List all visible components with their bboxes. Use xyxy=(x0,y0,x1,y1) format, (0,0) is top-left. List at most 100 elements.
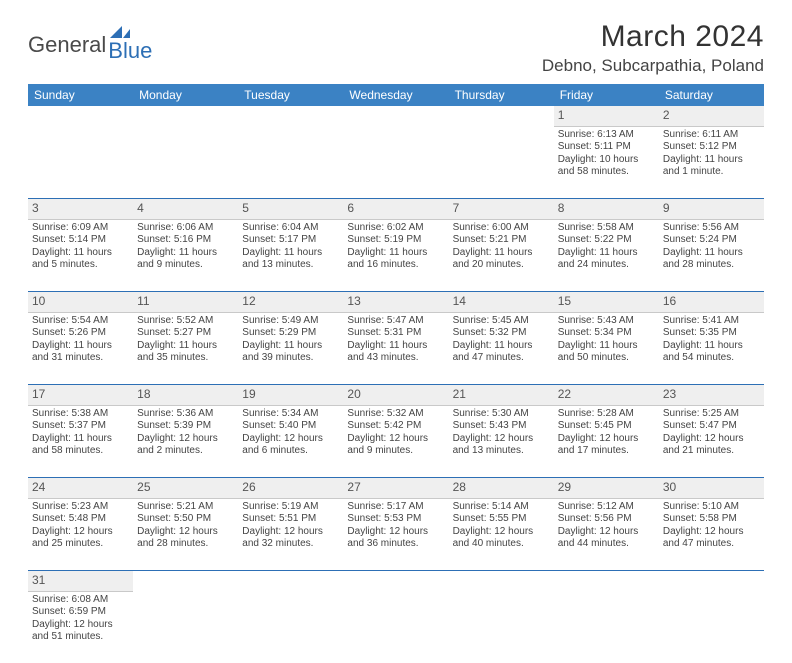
day-cell: Sunrise: 5:45 AMSunset: 5:32 PMDaylight:… xyxy=(449,312,554,384)
daylight-text: and 24 minutes. xyxy=(558,259,655,272)
sunrise-text: Sunrise: 6:06 AM xyxy=(137,222,234,235)
daylight-text: Daylight: 12 hours xyxy=(32,526,129,539)
sunset-text: Sunset: 5:14 PM xyxy=(32,234,129,247)
logo-text-general: General xyxy=(28,32,106,58)
day-number: 20 xyxy=(347,387,360,401)
daylight-text: Daylight: 12 hours xyxy=(453,433,550,446)
day-number: 22 xyxy=(558,387,571,401)
sunrise-text: Sunrise: 6:02 AM xyxy=(347,222,444,235)
day-number: 29 xyxy=(558,480,571,494)
daylight-text: and 6 minutes. xyxy=(242,445,339,458)
sunset-text: Sunset: 5:16 PM xyxy=(137,234,234,247)
day-number: 23 xyxy=(663,387,676,401)
calendar-table: Sunday Monday Tuesday Wednesday Thursday… xyxy=(28,84,764,663)
daylight-text: and 28 minutes. xyxy=(663,259,760,272)
day-cell: Sunrise: 5:36 AMSunset: 5:39 PMDaylight:… xyxy=(133,405,238,477)
day-number-cell xyxy=(554,571,659,592)
daylight-text: and 16 minutes. xyxy=(347,259,444,272)
day-cell xyxy=(449,126,554,198)
col-sunday: Sunday xyxy=(28,84,133,106)
title-block: March 2024 Debno, Subcarpathia, Poland xyxy=(542,20,764,76)
daylight-text: Daylight: 11 hours xyxy=(347,247,444,260)
day-number: 9 xyxy=(663,201,670,215)
day-number-cell: 3 xyxy=(28,199,133,220)
day-cell xyxy=(659,591,764,663)
day-cell: Sunrise: 5:17 AMSunset: 5:53 PMDaylight:… xyxy=(343,498,448,570)
day-number-cell xyxy=(133,571,238,592)
sunset-text: Sunset: 5:37 PM xyxy=(32,420,129,433)
daylight-text: Daylight: 12 hours xyxy=(663,526,760,539)
daylight-text: Daylight: 12 hours xyxy=(32,619,129,632)
day-number: 27 xyxy=(347,480,360,494)
sunset-text: Sunset: 5:35 PM xyxy=(663,327,760,340)
daynum-row: 10111213141516 xyxy=(28,292,764,313)
sunrise-text: Sunrise: 5:34 AM xyxy=(242,408,339,421)
day-cell: Sunrise: 5:49 AMSunset: 5:29 PMDaylight:… xyxy=(238,312,343,384)
day-cell: Sunrise: 5:47 AMSunset: 5:31 PMDaylight:… xyxy=(343,312,448,384)
day-number: 7 xyxy=(453,201,460,215)
daynum-row: 12 xyxy=(28,106,764,126)
sunset-text: Sunset: 5:53 PM xyxy=(347,513,444,526)
day-cell: Sunrise: 5:12 AMSunset: 5:56 PMDaylight:… xyxy=(554,498,659,570)
daylight-text: Daylight: 10 hours xyxy=(558,154,655,167)
sunrise-text: Sunrise: 5:30 AM xyxy=(453,408,550,421)
daylight-text: and 35 minutes. xyxy=(137,352,234,365)
sunset-text: Sunset: 5:22 PM xyxy=(558,234,655,247)
day-cell: Sunrise: 5:32 AMSunset: 5:42 PMDaylight:… xyxy=(343,405,448,477)
daylight-text: and 5 minutes. xyxy=(32,259,129,272)
sunrise-text: Sunrise: 5:23 AM xyxy=(32,501,129,514)
day-number: 1 xyxy=(558,108,565,122)
sunrise-text: Sunrise: 5:58 AM xyxy=(558,222,655,235)
daylight-text: and 1 minute. xyxy=(663,166,760,179)
weekday-header-row: Sunday Monday Tuesday Wednesday Thursday… xyxy=(28,84,764,106)
sunrise-text: Sunrise: 5:54 AM xyxy=(32,315,129,328)
day-number-cell: 20 xyxy=(343,385,448,406)
sunset-text: Sunset: 5:55 PM xyxy=(453,513,550,526)
sunrise-text: Sunrise: 5:21 AM xyxy=(137,501,234,514)
daynum-row: 3456789 xyxy=(28,199,764,220)
daylight-text: and 40 minutes. xyxy=(453,538,550,551)
daylight-text: Daylight: 12 hours xyxy=(558,433,655,446)
day-number: 15 xyxy=(558,294,571,308)
sunrise-text: Sunrise: 5:12 AM xyxy=(558,501,655,514)
sunset-text: Sunset: 5:27 PM xyxy=(137,327,234,340)
daylight-text: Daylight: 11 hours xyxy=(32,247,129,260)
day-number-cell: 30 xyxy=(659,478,764,499)
daylight-text: and 20 minutes. xyxy=(453,259,550,272)
day-number-cell: 1 xyxy=(554,106,659,126)
daylight-text: Daylight: 12 hours xyxy=(242,433,339,446)
sunset-text: Sunset: 5:50 PM xyxy=(137,513,234,526)
day-number-cell: 19 xyxy=(238,385,343,406)
sunset-text: Sunset: 5:43 PM xyxy=(453,420,550,433)
day-cell: Sunrise: 5:23 AMSunset: 5:48 PMDaylight:… xyxy=(28,498,133,570)
daynum-row: 31 xyxy=(28,571,764,592)
day-number-cell: 16 xyxy=(659,292,764,313)
day-cell: Sunrise: 5:25 AMSunset: 5:47 PMDaylight:… xyxy=(659,405,764,477)
sunset-text: Sunset: 5:45 PM xyxy=(558,420,655,433)
week-row: Sunrise: 6:08 AMSunset: 6:59 PMDaylight:… xyxy=(28,591,764,663)
day-number-cell: 31 xyxy=(28,571,133,592)
day-cell: Sunrise: 5:54 AMSunset: 5:26 PMDaylight:… xyxy=(28,312,133,384)
week-row: Sunrise: 5:38 AMSunset: 5:37 PMDaylight:… xyxy=(28,405,764,477)
day-cell xyxy=(133,126,238,198)
day-cell: Sunrise: 6:13 AMSunset: 5:11 PMDaylight:… xyxy=(554,126,659,198)
day-number-cell: 10 xyxy=(28,292,133,313)
day-number-cell: 2 xyxy=(659,106,764,126)
day-number-cell: 13 xyxy=(343,292,448,313)
day-number-cell: 22 xyxy=(554,385,659,406)
day-cell: Sunrise: 5:58 AMSunset: 5:22 PMDaylight:… xyxy=(554,219,659,291)
calendar-body: 12Sunrise: 6:13 AMSunset: 5:11 PMDayligh… xyxy=(28,106,764,663)
day-number: 6 xyxy=(347,201,354,215)
daylight-text: and 39 minutes. xyxy=(242,352,339,365)
day-number-cell: 18 xyxy=(133,385,238,406)
sunrise-text: Sunrise: 6:13 AM xyxy=(558,129,655,142)
sunset-text: Sunset: 5:58 PM xyxy=(663,513,760,526)
day-number-cell: 21 xyxy=(449,385,554,406)
sunset-text: Sunset: 5:21 PM xyxy=(453,234,550,247)
day-cell: Sunrise: 5:52 AMSunset: 5:27 PMDaylight:… xyxy=(133,312,238,384)
day-number: 21 xyxy=(453,387,466,401)
daylight-text: Daylight: 11 hours xyxy=(558,247,655,260)
day-cell: Sunrise: 6:00 AMSunset: 5:21 PMDaylight:… xyxy=(449,219,554,291)
sunrise-text: Sunrise: 5:41 AM xyxy=(663,315,760,328)
day-number-cell xyxy=(659,571,764,592)
